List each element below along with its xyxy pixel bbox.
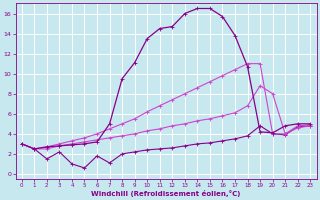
X-axis label: Windchill (Refroidissement éolien,°C): Windchill (Refroidissement éolien,°C) bbox=[91, 190, 241, 197]
